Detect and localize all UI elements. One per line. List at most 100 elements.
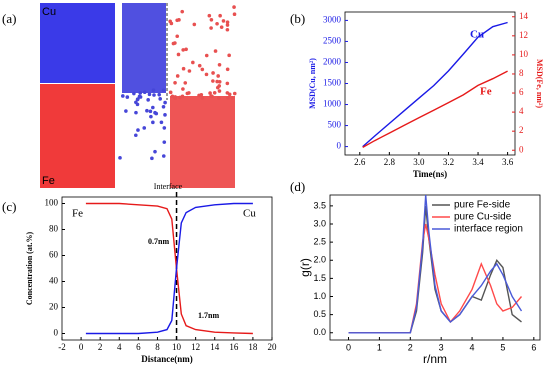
fe-atom [173, 80, 177, 85]
x-tick-label: 2 [98, 342, 103, 352]
label: Fe [42, 175, 55, 187]
x-axis-label: Time(ns) [413, 169, 447, 179]
fe-atom [225, 27, 230, 32]
fe-atom [207, 13, 212, 18]
fe-atom [181, 87, 185, 91]
fe-atom [227, 53, 231, 58]
cu-atom [134, 133, 138, 138]
annotation: Cu [470, 29, 484, 41]
y2-tick-label: 12 [519, 30, 528, 40]
fe-atom [216, 74, 220, 78]
fe-atom [187, 69, 192, 73]
annotation: 0.7nm [148, 237, 169, 246]
y-tick-label: 0 [54, 328, 59, 338]
fe-atom [218, 13, 222, 18]
x-tick-label: 2 [408, 342, 413, 352]
fe-atom [180, 9, 185, 14]
fe-atom [197, 63, 202, 68]
y-tick-label: 0.0 [313, 327, 326, 337]
x-tick-label: 8 [155, 342, 160, 352]
cu-atom [132, 91, 136, 96]
cu-atom [154, 111, 159, 116]
y2-tick-label: 0 [519, 144, 524, 154]
fe-atom [175, 74, 180, 78]
cu-atom [145, 108, 149, 113]
y-tick-label: 500 [328, 120, 342, 130]
y-tick-label: 2.5 [313, 237, 326, 247]
line-panel: 0 1 2 3 4 5 6 0.0 0.5 1.0 1.5 2.0 2.5 3.0 3.5 r/nm g(r) p… [298, 194, 541, 366]
series-line [85, 202, 253, 335]
fe-atom [175, 34, 180, 39]
fe-atom [175, 18, 179, 23]
y2-tick-label: 4 [519, 106, 524, 116]
cu-atom [157, 92, 162, 97]
annotation: Interface [154, 182, 183, 191]
cu-atom [135, 97, 140, 102]
fe-atom [173, 96, 178, 100]
fe-atom [176, 52, 181, 57]
label: Cu [42, 6, 56, 18]
plot-frame [344, 11, 516, 156]
cu-atom [124, 109, 128, 113]
x-tick-label: 5 [500, 342, 505, 352]
fe-atom [232, 5, 236, 9]
cu-atom [151, 88, 156, 93]
x-tick-label: 2.8 [384, 157, 396, 167]
cu-atom [161, 88, 166, 93]
fe-atom [200, 67, 205, 72]
line-panel: -2 0 2 4 6 8 10 12 14 16 18 20 0 20 40 60 80 100 Distance(… [25, 182, 277, 364]
x-axis-label: r/nm [423, 352, 447, 366]
fe-atom [217, 96, 221, 100]
y2-tick-label: 14 [519, 11, 529, 21]
legend-label: pure Cu-side [454, 212, 512, 223]
x-tick-label: 20 [268, 342, 278, 352]
cu-atom [125, 95, 130, 99]
cu-atom [134, 110, 138, 115]
y-tick-label: 3000 [323, 14, 342, 24]
y2-tick-label: 10 [519, 49, 529, 59]
cu-column [122, 3, 166, 93]
cu-atom [151, 120, 155, 125]
y-tick-label: 80 [49, 224, 59, 234]
fe-atom [211, 71, 215, 75]
y-tick-label: 3.0 [313, 218, 326, 228]
series-line [85, 202, 253, 335]
y-tick-label: 1000 [323, 99, 342, 109]
annotation: Fe [72, 208, 83, 220]
fe-atom [180, 94, 185, 99]
cu-atom [148, 109, 153, 114]
y-tick-label: 20 [49, 302, 59, 312]
x-tick-label: 3.0 [413, 157, 425, 167]
fe-atom [217, 80, 222, 84]
y-axis-label: MSD(Cu, nm²) [308, 58, 317, 109]
y-tick-label: 1.0 [313, 291, 326, 301]
simulation-panel: Cu Fe [40, 3, 237, 188]
fe-atom [191, 60, 195, 65]
y-axis-label: Concentration (at.%) [25, 232, 34, 306]
fe-atom [187, 91, 191, 95]
y-tick-label: 3.5 [313, 200, 326, 210]
x-tick-label: 2.6 [354, 157, 366, 167]
fe-atom [217, 84, 222, 88]
cu-atom [152, 93, 156, 97]
cu-atom [134, 100, 138, 105]
cu-atom [118, 156, 122, 160]
series-line [348, 194, 523, 334]
fe-atom [215, 79, 219, 84]
fe-atom [184, 47, 188, 52]
y-tick-label: 100 [45, 198, 59, 208]
cu-atom [146, 98, 150, 102]
fe-atom [173, 41, 177, 45]
fe-atom [225, 81, 230, 86]
fe-atom [226, 96, 230, 100]
plot-frame [61, 196, 273, 341]
cu-atom [137, 94, 142, 99]
fe-atom [209, 17, 214, 22]
y-tick-label: 2000 [323, 57, 342, 67]
fe-atom [181, 66, 186, 71]
fe-atom [230, 96, 235, 100]
cu-atom [158, 97, 162, 101]
fe-atom [197, 93, 201, 98]
cu-atom [161, 154, 166, 158]
y2-tick-label: 6 [519, 87, 524, 97]
